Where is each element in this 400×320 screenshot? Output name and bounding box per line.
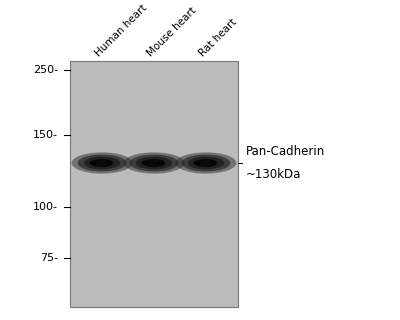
Ellipse shape (196, 159, 216, 167)
Ellipse shape (92, 159, 112, 167)
Text: 150-: 150- (33, 130, 58, 140)
Ellipse shape (142, 159, 166, 167)
Ellipse shape (182, 155, 230, 172)
Ellipse shape (144, 159, 164, 167)
Ellipse shape (142, 161, 149, 165)
Ellipse shape (90, 161, 97, 165)
Ellipse shape (78, 155, 126, 172)
Ellipse shape (210, 161, 217, 165)
Ellipse shape (176, 152, 236, 174)
Text: 75-: 75- (40, 253, 58, 263)
Text: 250-: 250- (33, 65, 58, 75)
Ellipse shape (72, 152, 132, 174)
Ellipse shape (194, 159, 218, 167)
Ellipse shape (136, 156, 172, 169)
Text: ~130kDa: ~130kDa (246, 168, 301, 181)
Ellipse shape (106, 161, 113, 165)
Text: Rat heart: Rat heart (197, 17, 238, 58)
Ellipse shape (90, 159, 114, 167)
Ellipse shape (194, 161, 201, 165)
Text: Pan-Cadherin: Pan-Cadherin (246, 145, 325, 158)
Ellipse shape (84, 156, 120, 169)
FancyBboxPatch shape (70, 61, 238, 307)
Text: Human heart: Human heart (93, 3, 148, 58)
Text: 100-: 100- (33, 202, 58, 212)
Ellipse shape (188, 156, 224, 169)
Ellipse shape (158, 161, 165, 165)
Ellipse shape (130, 155, 178, 172)
Ellipse shape (124, 152, 184, 174)
Text: Mouse heart: Mouse heart (145, 5, 198, 58)
